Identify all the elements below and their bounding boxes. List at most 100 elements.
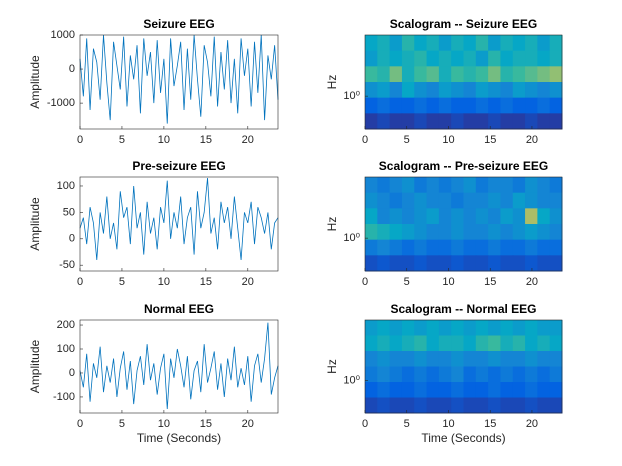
heatmap-cell (377, 97, 391, 114)
heatmap-cell (525, 177, 538, 194)
heatmap-cell (389, 177, 403, 194)
heatmap-cell (414, 192, 428, 209)
heatmap-cell (377, 366, 391, 383)
heatmap-cell (463, 66, 477, 83)
heatmap-cell (512, 192, 526, 209)
heatmap-cell (463, 177, 477, 194)
heatmap-cell (488, 335, 501, 352)
heatmap-cell (451, 224, 464, 241)
heatmap-cell (389, 224, 403, 241)
heatmap-cell (537, 239, 551, 256)
y-tick-label: 10⁰ (343, 374, 360, 386)
heatmap-cell (488, 255, 501, 272)
heatmap-cell (488, 97, 501, 114)
heatmap-cell (537, 66, 551, 83)
x-tick-label: 0 (77, 276, 83, 288)
heatmap-cell (549, 192, 563, 209)
heatmap-cell (512, 255, 526, 272)
y-axis-label: Hz (325, 217, 339, 232)
heatmap-cell (537, 224, 551, 241)
heatmap-cell (549, 113, 563, 130)
y-axis-label: Hz (325, 359, 339, 374)
x-tick-label: 5 (119, 276, 125, 288)
heatmap-cell (475, 366, 489, 383)
subplot-title: Normal EEG (144, 302, 214, 316)
signal-line (79, 322, 279, 409)
heatmap-cell (451, 239, 464, 256)
heatmap-cell (414, 351, 428, 367)
heatmap-cell (463, 239, 477, 256)
y-tick-label: 1000 (51, 29, 75, 41)
heatmap-cell (500, 35, 514, 52)
heatmap-cell (377, 320, 391, 336)
heatmap-cell (451, 366, 464, 383)
heatmap-cell (389, 351, 403, 367)
heatmap-cell (426, 113, 440, 130)
subplot-title: Scalogram -- Pre-seizure EEG (379, 159, 548, 173)
x-tick-label: 15 (484, 134, 496, 146)
heatmap-cell (512, 50, 526, 67)
heatmap-cell (549, 224, 563, 241)
heatmap-cell (500, 113, 514, 130)
x-tick-label: 20 (242, 276, 254, 288)
heatmap-cell (488, 192, 501, 209)
heatmap-cell (438, 113, 452, 130)
heatmap-cell (414, 97, 428, 114)
heatmap-cell (525, 366, 538, 383)
axes-box (79, 319, 279, 414)
heatmap-cell (451, 177, 464, 194)
heatmap-cell (549, 397, 563, 414)
heatmap-cell (426, 224, 440, 241)
heatmap-cell (500, 366, 514, 383)
heatmap-cell (488, 320, 501, 336)
heatmap-cell (500, 351, 514, 367)
subplot-title: Scalogram -- Normal EEG (390, 302, 536, 316)
heatmap-cell (377, 255, 391, 272)
heatmap-cell (401, 397, 415, 414)
heatmap-cell (537, 397, 551, 414)
heatmap-cell (389, 50, 403, 67)
heatmap-cell (401, 50, 415, 67)
heatmap-cell (488, 82, 501, 99)
heatmap-cell (365, 208, 378, 225)
x-tick-label: 0 (77, 134, 83, 146)
heatmap-cell (377, 239, 391, 256)
heatmap-cell (414, 177, 428, 194)
heatmap-cell (377, 224, 391, 241)
heatmap-cell (426, 82, 440, 99)
heatmap-cell (500, 239, 514, 256)
heatmap-cell (438, 192, 452, 209)
heatmap-cell (438, 66, 452, 83)
heatmap-cell (451, 66, 464, 83)
heatmap-cell (549, 255, 563, 272)
heatmap-cell (463, 113, 477, 130)
heatmap-cell (438, 82, 452, 99)
heatmap-cell (475, 351, 489, 367)
heatmap-cell (463, 35, 477, 52)
heatmap-cell (488, 66, 501, 83)
heatmap-cell (426, 255, 440, 272)
heatmap-cell (525, 239, 538, 256)
heatmap-cell (475, 224, 489, 241)
subplot-title: Scalogram -- Seizure EEG (390, 17, 537, 31)
heatmap-cell (512, 382, 526, 398)
heatmap-cell (525, 50, 538, 67)
heatmap-cell (365, 239, 378, 256)
heatmap-cell (401, 113, 415, 130)
heatmap-cell (549, 97, 563, 114)
heatmap-cell (537, 351, 551, 367)
heatmap-cell (377, 82, 391, 99)
heatmap-cell (549, 335, 563, 352)
heatmap-cell (488, 35, 501, 52)
heatmap-cell (537, 50, 551, 67)
x-tick-label: 15 (200, 418, 212, 430)
heatmap-cell (475, 335, 489, 352)
heatmap-cell (365, 192, 378, 209)
x-tick-label: 20 (242, 418, 254, 430)
x-tick-label: 20 (526, 418, 538, 430)
heatmap-cell (463, 208, 477, 225)
heatmap-cell (426, 177, 440, 194)
